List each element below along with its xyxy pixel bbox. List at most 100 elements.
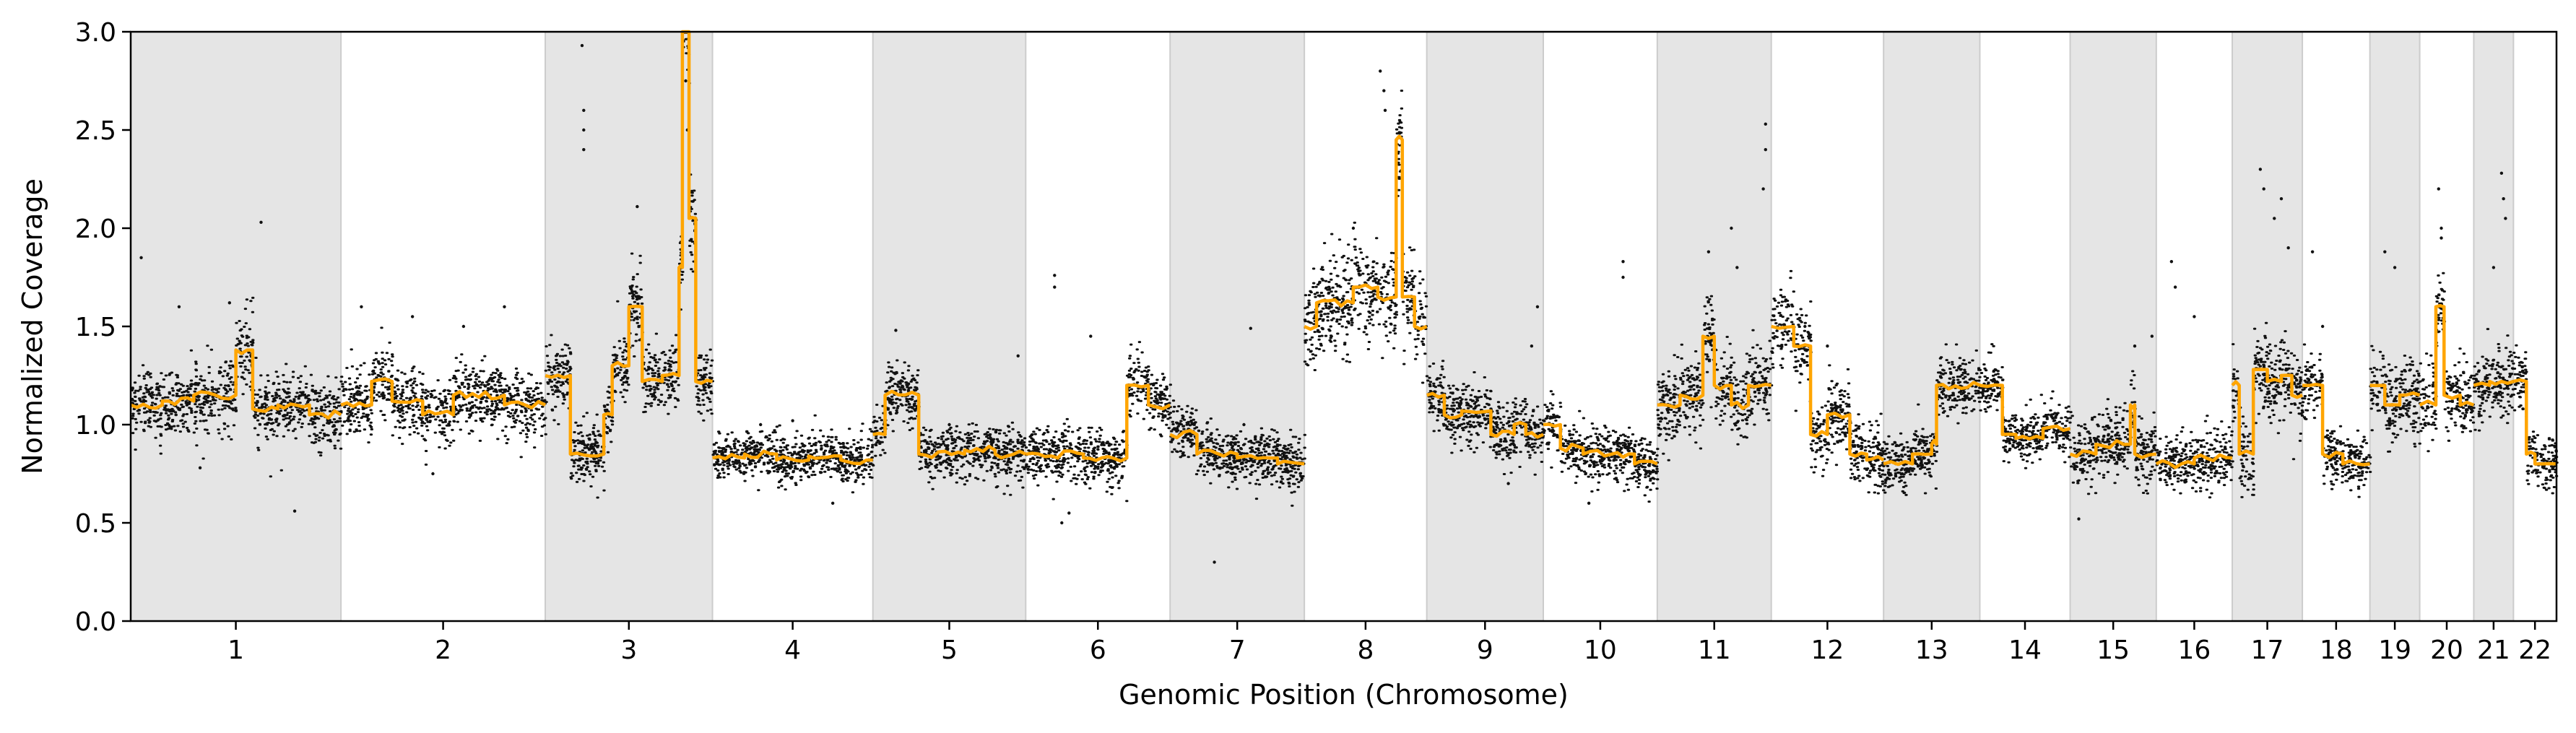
x-tick-label-chr16: 16: [2178, 636, 2211, 665]
segment-line-chr13: [1883, 381, 1981, 467]
coverage-outlier-point: [2499, 171, 2504, 175]
coverage-outlier-point: [177, 305, 181, 308]
coverage-outlier-point: [1053, 285, 1057, 289]
coverage-point-cloud: [872, 359, 1028, 496]
segment-line-chr21: [2473, 379, 2515, 387]
segment-lines: [130, 30, 2557, 469]
segment-line-chr7: [1169, 428, 1305, 466]
coverage-point-cloud: [1024, 341, 1172, 503]
coverage-outlier-point: [2440, 236, 2443, 240]
coverage-outlier-point: [1213, 560, 1216, 564]
coverage-points-chr5: [872, 329, 1028, 496]
coverage-outlier-point: [1803, 324, 1807, 329]
coverage-outlier-point: [1351, 226, 1356, 230]
coverage-points-chr6: [1024, 274, 1172, 525]
coverage-outlier-point: [1089, 334, 1093, 338]
x-tick-label-chr21: 21: [2477, 636, 2510, 665]
x-tick-label-chr10: 10: [1584, 636, 1617, 665]
coverage-outlier-point: [2193, 315, 2196, 318]
x-tick-label-chr6: 6: [1090, 636, 1106, 665]
segment-line-chr5: [872, 389, 1027, 460]
segment-line-chr10: [1543, 422, 1658, 466]
x-tick-label-chr8: 8: [1357, 636, 1374, 665]
coverage-outlier-point: [1826, 344, 1829, 348]
chromosome-band-11: [1657, 32, 1771, 621]
axes: 0.00.51.01.52.02.53.01 2 3 4 5 6 7 8 9 10 11 12 13 14…: [75, 18, 2558, 665]
coverage-outlier-point: [2502, 197, 2505, 201]
coverage-outlier-point: [1016, 354, 1020, 357]
coverage-outlier-point: [1761, 187, 1765, 191]
coverage-outlier-point: [1530, 344, 1534, 348]
segment-line-chr15: [2069, 403, 2157, 459]
x-tick-label-chr22: 22: [2518, 636, 2551, 665]
x-tick-label-chr14: 14: [2008, 636, 2042, 665]
chromosome-band-7: [1170, 32, 1305, 621]
coverage-outlier-point: [2258, 168, 2263, 171]
chromosome-band-9: [1426, 32, 1544, 621]
segment-line-chr6: [1025, 383, 1171, 463]
coverage-outlier-point: [2310, 250, 2315, 253]
coverage-outlier-point: [1053, 274, 1057, 277]
y-axis-label: Normalized Coverage: [17, 178, 48, 474]
segment-line-chr9: [1426, 391, 1544, 439]
coverage-outlier-point: [1730, 226, 1733, 230]
segment-line-chr18: [2302, 383, 2370, 467]
coverage-outlier-point: [1242, 422, 1246, 427]
coverage-outlier-point: [1764, 148, 1767, 152]
segment-line-chr19: [2369, 383, 2421, 407]
coverage-outlier-point: [947, 422, 951, 427]
coverage-outlier-point: [259, 220, 263, 225]
y-tick-label: 1.5: [75, 313, 116, 342]
coverage-outlier-point: [360, 305, 363, 308]
coverage-outlier-point: [791, 419, 794, 422]
coverage-outlier-point: [636, 204, 639, 209]
coverage-outlier-point: [292, 509, 297, 513]
coverage-points-chr22: [2512, 344, 2559, 495]
segment-line-chr20: [2419, 303, 2475, 407]
segment-line-chr14: [1979, 383, 2071, 441]
coverage-outlier-point: [1587, 501, 1591, 505]
coverage-outlier-point: [2077, 517, 2081, 521]
segment-line-chr1: [130, 348, 342, 420]
segment-line-chr2: [340, 377, 547, 417]
coverage-point-cloud: [2231, 321, 2304, 498]
y-tick-label: 1.0: [75, 411, 116, 441]
coverage-outlier-point: [2492, 266, 2496, 269]
segment-line-chr12: [1771, 324, 1885, 462]
coverage-outlier-point: [503, 305, 506, 308]
y-tick-label: 0.0: [75, 607, 116, 637]
coverage-outlier-point: [1621, 260, 1625, 264]
x-tick-label-chr5: 5: [941, 636, 958, 665]
segment-line-chr8: [1304, 134, 1428, 331]
chromosome-band-1: [131, 32, 342, 621]
x-axis-label: Genomic Position (Chromosome): [1119, 679, 1569, 711]
coverage-outlier-point: [2173, 285, 2177, 289]
coverage-outlier-point: [461, 324, 466, 329]
x-tick-label-chr9: 9: [1477, 636, 1493, 665]
coverage-outlier-point: [1764, 122, 1767, 126]
x-tick-label-chr20: 20: [2430, 636, 2463, 665]
coverage-outlier-point: [2440, 226, 2443, 230]
coverage-outlier-point: [1382, 89, 1386, 92]
coverage-outlier-point: [1379, 69, 1382, 73]
chromosome-band-15: [2070, 32, 2156, 621]
coverage-outlier-point: [1383, 108, 1387, 112]
coverage-point-cloud: [2301, 343, 2372, 498]
coverage-outlier-point: [1249, 326, 1252, 330]
segment-line-chr11: [1657, 334, 1772, 410]
coverage-outlier-point: [894, 329, 898, 332]
chromosome-band-17: [2232, 32, 2303, 621]
coverage-outlier-point: [2383, 250, 2387, 253]
segment-line-chr3: [545, 30, 714, 458]
coverage-points-chr10: [1542, 260, 1660, 505]
x-tick-label-chr11: 11: [1698, 636, 1731, 665]
x-tick-label-chr13: 13: [1915, 636, 1948, 665]
coverage-outlier-point: [139, 256, 143, 259]
x-tick-label-chr15: 15: [2096, 636, 2130, 665]
chromosome-shading: [130, 32, 2515, 621]
coverage-outlier-point: [198, 466, 202, 470]
x-tick-label-chr3: 3: [620, 636, 637, 665]
coverage-outlier-point: [1621, 275, 1625, 279]
coverage-outlier-point: [2393, 266, 2397, 269]
x-tick-label-chr1: 1: [227, 636, 244, 665]
